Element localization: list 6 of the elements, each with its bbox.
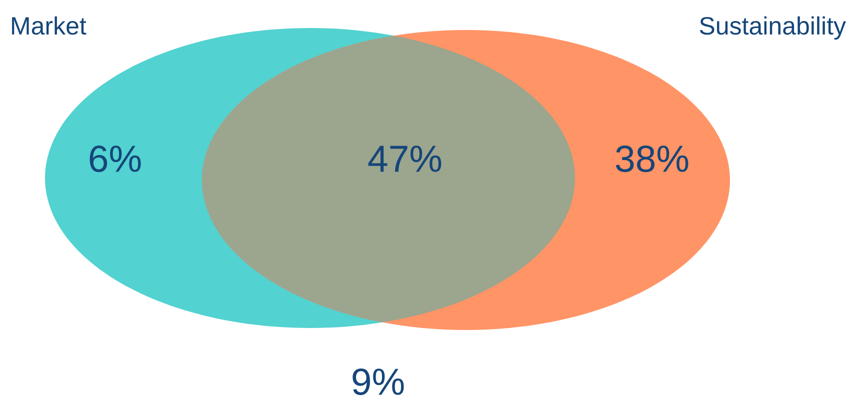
data-label: 9%	[352, 368, 404, 396]
data-label: 47%	[368, 146, 442, 172]
data-label: 38%	[616, 146, 688, 172]
text: Market	[12, 16, 86, 35]
data-label: 6%	[90, 146, 141, 172]
text: Sustainability	[700, 16, 846, 40]
